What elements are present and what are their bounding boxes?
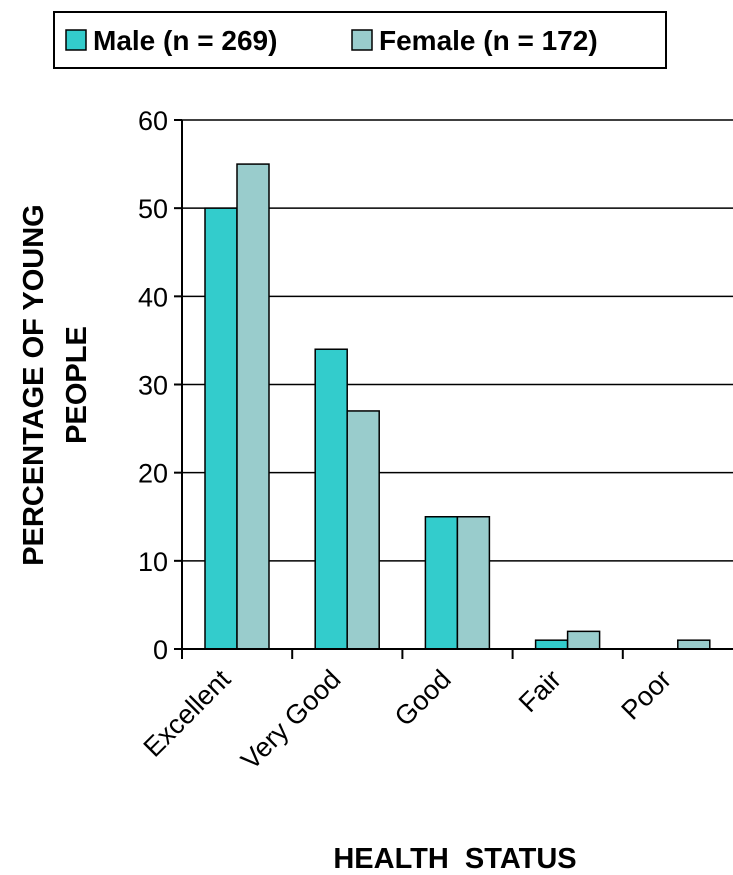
x-tick-label: Fair [513, 664, 567, 718]
gridlines [182, 119, 733, 562]
y-tick-labels: 0 10 20 30 40 50 60 [138, 106, 168, 665]
y-tick-label: 10 [138, 547, 168, 577]
legend-swatch-male [65, 29, 87, 51]
y-axis-title-line1: PERCENTAGE OF YOUNG [18, 204, 50, 565]
bar-female [236, 163, 270, 650]
bar-male [424, 516, 459, 650]
bar-male [314, 348, 348, 650]
bar-male [534, 639, 569, 650]
x-tick-label: Poor [616, 664, 678, 726]
bar-female [566, 630, 601, 650]
legend-label-female: Female (n = 172) [379, 25, 598, 56]
legend-label-male: Male (n = 269) [93, 25, 277, 56]
y-tick-label: 0 [153, 635, 168, 665]
x-tick-label: Excellent [138, 664, 237, 763]
x-axis-title: HEALTH STATUS [333, 843, 576, 875]
y-tick-label: 30 [138, 371, 168, 401]
legend-swatch-female [351, 29, 373, 51]
bars [204, 163, 711, 650]
y-tick-label: 60 [138, 106, 168, 136]
y-axis-title-line2: PEOPLE [61, 326, 93, 444]
bar-female [346, 410, 380, 650]
legend: Male (n = 269) Female (n = 172) [53, 11, 667, 69]
x-tick-label: Very Good [235, 664, 346, 775]
bar-female [456, 516, 491, 650]
y-tick-label: 50 [138, 194, 168, 224]
bar-male [204, 207, 238, 650]
bar-female [677, 639, 711, 650]
y-tick-label: 20 [138, 459, 168, 489]
x-tick-label: Good [389, 664, 457, 732]
y-tick-label: 40 [138, 282, 168, 312]
axes [174, 119, 733, 659]
